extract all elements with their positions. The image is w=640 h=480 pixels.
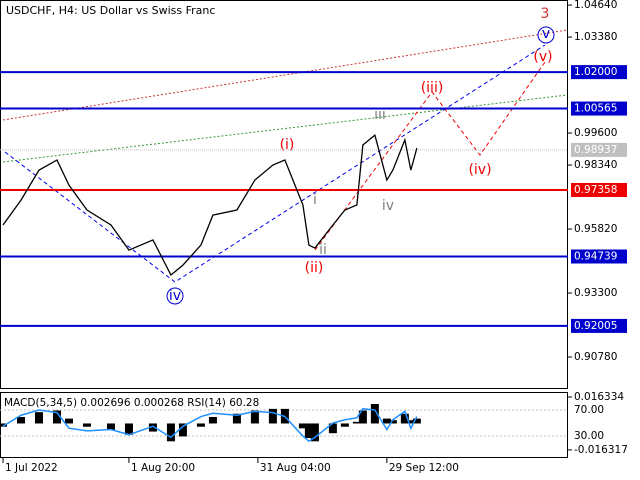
macd-bar [406, 420, 415, 424]
macd-bar [196, 423, 205, 427]
y2-tick-label: 30.00 [574, 430, 604, 442]
wave-label: (ii) [305, 260, 324, 276]
level-line-label: 1.00565 [574, 103, 617, 115]
rsi-line [2, 407, 418, 443]
level-line-label: 0.97358 [574, 184, 617, 196]
level-line-label: 0.92005 [574, 320, 617, 332]
last-price-line-box [571, 142, 627, 157]
level-line-box [571, 182, 627, 197]
macd-bar [106, 423, 115, 430]
macd-bar [304, 423, 313, 439]
y-tick-label: 0.95820 [574, 223, 617, 235]
wave-label: iii [374, 107, 386, 123]
trend-line [2, 29, 568, 121]
wave-label: (iii) [421, 80, 444, 96]
y2-tick-label: 70.00 [574, 404, 604, 416]
y-tick-label: 1.04640 [574, 0, 617, 11]
macd-bar [268, 408, 277, 424]
macd-bar [382, 418, 391, 424]
macd-bar [82, 423, 91, 427]
macd-bar [412, 418, 421, 424]
macd-bar [208, 416, 217, 424]
wave-label: iv [382, 198, 394, 214]
y-tick-label: 0.016334 [574, 391, 624, 403]
y-tick-label: 0.93300 [574, 287, 617, 299]
indicator-title: MACD(5,34,5) 0.002696 0.000268 RSI(14) 6… [4, 397, 259, 409]
macd-bar [124, 423, 133, 435]
level-line-box [571, 318, 627, 333]
macd-bar [52, 410, 61, 424]
price-line [2, 133, 418, 277]
macd-bar [328, 423, 337, 434]
wave-path [4, 44, 546, 283]
chart-title: USDCHF, H4: US Dollar vs Swiss Franc [6, 4, 215, 17]
level-line-label: 0.94739 [574, 250, 617, 262]
wave-label: (v) [533, 49, 552, 65]
macd-bar [34, 412, 43, 424]
wave-label: i [313, 192, 317, 208]
x-tick-label: 1 Jul 2022 [5, 462, 58, 474]
macd-bar [16, 416, 25, 424]
level-line-box [571, 101, 627, 116]
macd-bar [148, 423, 157, 432]
wave-label: (i) [280, 137, 295, 153]
y-tick-label: 1.03380 [574, 31, 617, 43]
macd-bar [166, 423, 175, 442]
wave-label: v [542, 26, 550, 42]
x-tick-label: 31 Aug 04:00 [260, 462, 331, 474]
main-frame [0, 0, 568, 389]
macd-bar [400, 413, 409, 424]
macd-bar [64, 418, 73, 424]
x-tick-label: 1 Aug 20:00 [131, 462, 195, 474]
y-tick-label: 0.98340 [574, 159, 617, 171]
wave-circle [537, 26, 555, 44]
wave-label: 3 [541, 6, 550, 22]
macd-bar [250, 410, 259, 424]
y-tick-label: -0.016317 [574, 444, 628, 456]
y-tick-label: 0.90780 [574, 351, 617, 363]
wave-label: (iv) [468, 162, 491, 178]
level-line-box [571, 65, 627, 80]
macd-bar [370, 404, 379, 424]
x-tick-label: 29 Sep 12:00 [389, 462, 459, 474]
macd-bar [388, 420, 397, 424]
macd-bar [232, 413, 241, 424]
macd-bar [358, 410, 367, 424]
macd-bar [178, 423, 187, 437]
macd-bar [352, 421, 361, 424]
last-price-line-label: 0.98937 [574, 144, 617, 156]
y-tick-label: 0.99600 [574, 127, 617, 139]
wave-label: iv [169, 288, 181, 304]
wave-circle [166, 287, 184, 305]
wave-label: ii [319, 242, 327, 258]
macd-bar [310, 423, 319, 442]
annotations: 3 v (v) (iii) iii (i) i (iv) iv (ii) ii … [169, 6, 553, 304]
trend-line [2, 94, 568, 163]
macd-bar [298, 423, 307, 429]
level-line-label: 1.02000 [574, 66, 617, 78]
level-line-box [571, 249, 627, 264]
macd-bar [340, 423, 349, 427]
